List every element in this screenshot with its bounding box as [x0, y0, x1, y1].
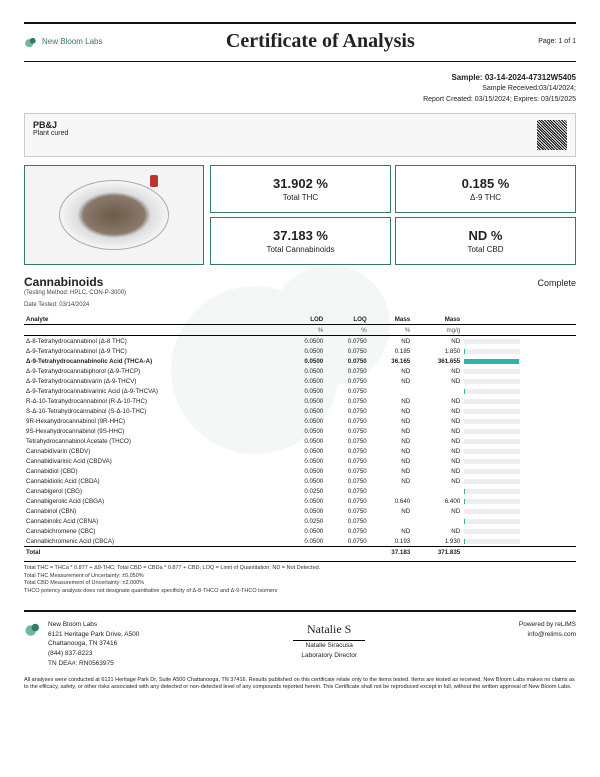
- section-status: Complete: [537, 278, 576, 288]
- table-row-total: Total37.183371.835: [24, 547, 576, 558]
- col-loq: LOQ: [325, 314, 368, 325]
- table-row: Δ-9-Tetrahydrocannabivarin (Δ-9-THCV)0.0…: [24, 376, 576, 386]
- sample-meta: Sample: 03-14-2024-47312W5405 Sample Rec…: [24, 68, 576, 113]
- report-dates: Report Created: 03/15/2024; Expires: 03/…: [24, 95, 576, 106]
- table-footnotes: Total THC = THCa * 0.877 + Δ9-THC; Total…: [24, 561, 576, 596]
- header-rule: [24, 61, 576, 62]
- table-row: Δ-9-Tetrahydrocannabinolic Acid (THCA-A)…: [24, 356, 576, 366]
- table-row: 9R-Hexahydrocannabinol (9R-HHC)0.05000.0…: [24, 416, 576, 426]
- table-row: Cannabigerol (CBG)0.02500.0750: [24, 486, 576, 496]
- table-row: Tetrahydrocannabinol Acetate (THCO)0.050…: [24, 436, 576, 446]
- powered-by: Powered by reLIMS info@relims.com: [519, 620, 576, 640]
- brand-logo: New Bloom Labs: [24, 35, 102, 49]
- product-bar: PB&J Plant cured: [24, 113, 576, 157]
- table-row: Δ-9-Tetrahydrocannabiphorol (Δ-9-THCP)0.…: [24, 366, 576, 376]
- col-analyte: Analyte: [24, 314, 282, 325]
- stat-total-cannabinoids: 37.183 % Total Cannabinoids: [210, 217, 391, 265]
- table-row: Cannabinol (CBN)0.05000.0750NDND: [24, 506, 576, 516]
- disclaimer: All analyses were conducted at 6121 Heri…: [24, 677, 576, 692]
- section-header: Cannabinoids Complete: [24, 275, 576, 289]
- col-mass-mg: Mass: [412, 314, 462, 325]
- table-row: Cannabidivarin (CBDV)0.05000.0750NDND: [24, 446, 576, 456]
- table-row: Cannabichromene (CBC)0.05000.0750NDND: [24, 526, 576, 536]
- section-date: Date Tested: 03/14/2024: [24, 302, 576, 308]
- product-type: Plant cured: [33, 130, 68, 137]
- table-row: Cannabidivarinic Acid (CBDVA)0.05000.075…: [24, 456, 576, 466]
- header: New Bloom Labs Certificate of Analysis P…: [24, 24, 576, 59]
- signature: Natalie S Natalie Siracusa Laboratory Di…: [293, 620, 365, 661]
- certificate-page: New Bloom Labs Certificate of Analysis P…: [0, 0, 600, 710]
- brand-name: New Bloom Labs: [42, 37, 102, 46]
- qr-code: [537, 120, 567, 150]
- table-row: Cannabinolic Acid (CBNA)0.02500.0750: [24, 516, 576, 526]
- footer-lab: New Bloom Labs 6121 Heritage Park Drive,…: [24, 620, 139, 669]
- table-row: R-Δ-10-Tetrahydrocannabinol (R-Δ-10-THC)…: [24, 396, 576, 406]
- stat-total-thc: 31.902 % Total THC: [210, 165, 391, 213]
- col-lod: LOD: [282, 314, 325, 325]
- col-mass-pct: Mass: [369, 314, 412, 325]
- sample-photo: [24, 165, 204, 265]
- table-row: Δ-9-Tetrahydrocannabivarinic Acid (Δ-9-T…: [24, 386, 576, 396]
- page-number: Page: 1 of 1: [538, 38, 576, 45]
- table-row: S-Δ-10-Tetrahydrocannabinol (S-Δ-10-THC)…: [24, 406, 576, 416]
- footer: New Bloom Labs 6121 Heritage Park Drive,…: [24, 610, 576, 669]
- table-row: Δ-8-Tetrahydrocannabinol (Δ-8 THC)0.0500…: [24, 336, 576, 347]
- table-row: Cannabigerolic Acid (CBGA)0.05000.07500.…: [24, 496, 576, 506]
- page-title: Certificate of Analysis: [226, 30, 415, 53]
- table-row: Cannabichromenic Acid (CBCA)0.05000.0750…: [24, 536, 576, 547]
- stat-total-cbd: ND % Total CBD: [395, 217, 576, 265]
- stat-d9-thc: 0.185 % Δ-9 THC: [395, 165, 576, 213]
- sample-id: 03-14-2024-47312W5405: [485, 73, 576, 82]
- summary-stats: 31.902 % Total THC 0.185 % Δ-9 THC 37.18…: [24, 165, 576, 265]
- table-row: Cannabidiol (CBD)0.05000.0750NDND: [24, 466, 576, 476]
- cannabinoids-table: Analyte LOD LOQ Mass Mass % % % mg/g Δ-8…: [24, 314, 576, 557]
- product-name: PB&J: [33, 120, 68, 130]
- table-row: 9S-Hexahydrocannabinol (9S-HHC)0.05000.0…: [24, 426, 576, 436]
- sample-received: Sample Received:03/14/2024;: [24, 84, 576, 95]
- table-row: Cannabidiolic Acid (CBDA)0.05000.0750NDN…: [24, 476, 576, 486]
- section-method: (Testing Method: HPLC, CON-P-3000): [24, 290, 576, 296]
- section-title: Cannabinoids: [24, 275, 103, 289]
- table-row: Δ-9-Tetrahydrocannabinol (Δ-9 THC)0.0500…: [24, 346, 576, 356]
